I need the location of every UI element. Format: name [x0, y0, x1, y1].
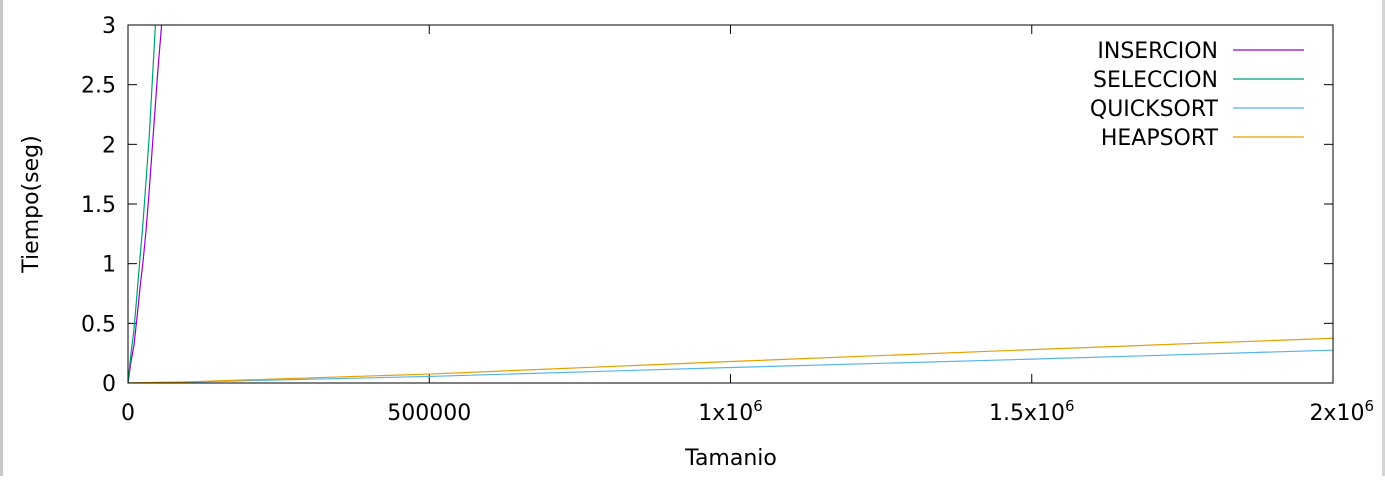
y-tick-label: 0 — [102, 372, 116, 397]
x-tick-label-exponent: 6 — [753, 397, 763, 415]
x-tick-label-base: 1.5x10 — [989, 401, 1065, 426]
x-tick-labels: 0 500000 1x106 1.5x106 2x106 — [121, 397, 1374, 426]
x-tick-label-exponent: 6 — [1364, 397, 1374, 415]
y-tick-label: 1.5 — [81, 193, 116, 218]
y-tick-label: 1 — [102, 253, 116, 278]
x-tick-label: 0 — [121, 401, 135, 426]
x-tick-label: 2x106 — [1309, 397, 1374, 426]
x-tick-label-base: 1x10 — [698, 401, 753, 426]
legend-label: HEAPSORT — [1101, 126, 1219, 151]
y-tick-label: 2.5 — [81, 74, 116, 99]
y-tick-label: 2 — [102, 133, 116, 158]
x-tick-label-base: 2x10 — [1309, 401, 1364, 426]
y-tick-label: 3 — [102, 14, 116, 39]
x-tick-label: 500000 — [387, 401, 471, 426]
legend: INSERCION SELECCION QUICKSORT HEAPSORT — [1090, 39, 1304, 151]
y-tick-label: 0.5 — [81, 312, 116, 337]
legend-label: INSERCION — [1097, 39, 1218, 64]
plot-border — [127, 24, 1334, 384]
legend-label: SELECCION — [1093, 68, 1218, 93]
series-line-seleccion — [128, 25, 157, 383]
y-axis-label: Tiempo(seg) — [19, 135, 44, 273]
series-line-heapsort — [128, 337, 1333, 383]
x-tick-label-base: 0 — [121, 401, 135, 426]
window-right-border — [1382, 0, 1385, 476]
x-tick-label: 1.5x106 — [989, 397, 1075, 426]
y-tick-labels: 0 0.5 1 1.5 2 2.5 3 — [81, 14, 116, 397]
x-axis-label: Tamanio — [684, 446, 777, 471]
series-line-insercion — [128, 25, 163, 383]
x-tick-label: 1x106 — [698, 397, 763, 426]
legend-label: QUICKSORT — [1090, 97, 1219, 122]
window-left-border — [0, 0, 3, 476]
x-tick-label-base: 500000 — [387, 401, 471, 426]
x-tick-label-exponent: 6 — [1065, 397, 1075, 415]
